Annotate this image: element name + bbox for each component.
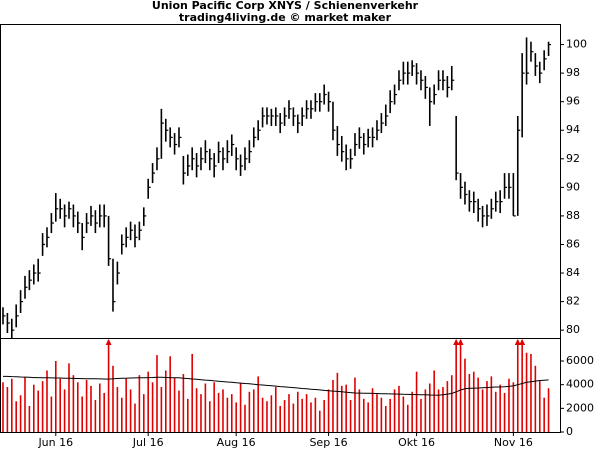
volume-overflow-arrow [519,339,526,345]
volume-overflow-arrow [453,339,460,345]
x-tick-label: Sep 16 [309,436,347,449]
y-tick-label: 90 [566,180,580,193]
y-tick-label: 86 [566,237,580,250]
y-tick-label: 6000 [566,354,594,367]
x-tick-label: Aug 16 [217,436,256,449]
volume-overflow-arrow [105,339,112,345]
x-tick-label: Nov 16 [494,436,533,449]
volume-overflow-arrow [457,339,464,345]
volume-overflow-arrow [514,339,521,345]
y-tick-label: 0 [566,425,573,438]
y-tick-label: 84 [566,266,580,279]
y-tick-label: 82 [566,295,580,308]
y-tick-label: 88 [566,209,580,222]
x-tick-label: Jul 16 [132,436,164,449]
y-tick-label: 98 [566,66,580,79]
y-tick-label: 100 [566,38,587,51]
x-tick-label: Jun 16 [37,436,73,449]
x-tick-label: Okt 16 [398,436,435,449]
chart-subtitle: trading4living.de © market maker [179,11,392,24]
y-tick-label: 96 [566,95,580,108]
price-panel [0,24,561,339]
y-tick-label: 2000 [566,401,594,414]
y-tick-label: 94 [566,123,580,136]
y-tick-label: 80 [566,323,580,336]
chart-title: Union Pacific Corp XNYS / Schienenverkeh… [152,0,419,12]
y-tick-label: 4000 [566,378,594,391]
y-tick-label: 92 [566,152,580,165]
volume-average [3,375,549,396]
volume-panel [0,338,561,433]
